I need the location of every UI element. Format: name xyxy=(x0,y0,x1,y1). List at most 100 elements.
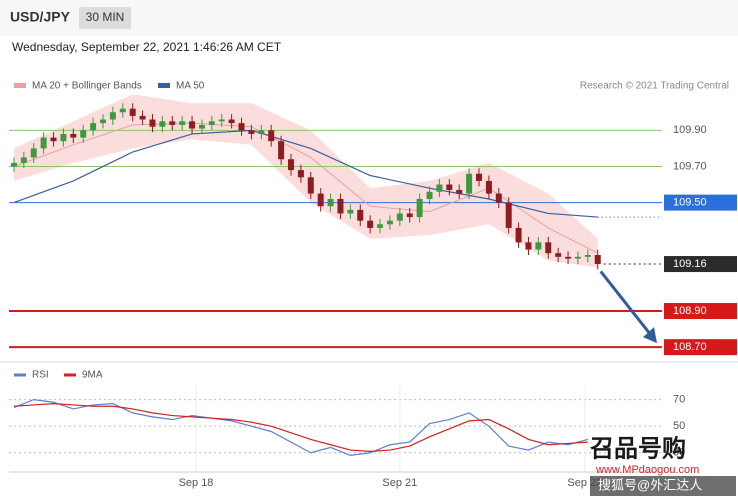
candle-body xyxy=(357,209,364,221)
candle-body xyxy=(555,253,562,257)
candle-body xyxy=(396,213,403,221)
watermark: 召品号购 www.MPdaogou.com 搜狐号@外汇达人 xyxy=(589,435,736,496)
y-tick-label: 30 xyxy=(673,447,685,459)
candle-body xyxy=(337,199,344,214)
candle-body xyxy=(208,121,215,125)
candle-body xyxy=(198,124,205,129)
x-tick-label: Sep 21 xyxy=(382,477,417,489)
candle-body xyxy=(485,180,492,194)
watermark-brand: 召品号购 xyxy=(589,435,686,462)
candle-body xyxy=(218,119,225,122)
bollinger-band xyxy=(13,94,598,268)
legend-label: MA 50 xyxy=(176,81,205,92)
candle-body xyxy=(545,242,552,254)
candle-body xyxy=(139,115,146,120)
y-tick-label: 70 xyxy=(673,394,685,406)
candle-body xyxy=(565,256,572,259)
candle-body xyxy=(307,177,314,194)
candle-body xyxy=(574,256,581,259)
x-tick-label: Sep 18 xyxy=(179,477,214,489)
level-label: 108.70 xyxy=(673,341,707,353)
level-label: 108.90 xyxy=(673,305,707,317)
candle-body xyxy=(505,202,512,228)
credit: Research © 2021 Trading Central xyxy=(580,81,729,92)
candle-body xyxy=(297,170,304,178)
watermark-account: 搜狐号@外汇达人 xyxy=(598,477,702,492)
level-box xyxy=(664,194,737,211)
legend-label: 9MA xyxy=(82,370,103,381)
legend-swatch xyxy=(158,83,170,88)
candle-body xyxy=(456,189,463,194)
candle-body xyxy=(386,220,393,225)
rsi-line xyxy=(13,402,588,453)
candle-body xyxy=(466,173,473,194)
candle-body xyxy=(476,173,482,181)
level-box xyxy=(664,303,737,320)
candle-body xyxy=(20,157,27,163)
candle-body xyxy=(228,119,235,124)
level-label: 109.50 xyxy=(673,197,707,209)
candle-body xyxy=(109,112,116,120)
timeframe[interactable]: 30 MIN xyxy=(86,10,125,24)
candle-body xyxy=(288,159,294,171)
candle-body xyxy=(179,121,186,125)
candle-body xyxy=(159,121,166,127)
candle-body xyxy=(446,184,453,190)
candle-body xyxy=(268,130,275,142)
y-tick-label: 50 xyxy=(673,420,685,432)
candle-body xyxy=(50,137,57,142)
candle-body xyxy=(238,123,245,131)
candle-body xyxy=(347,209,354,214)
candle-body xyxy=(495,193,502,203)
candle-body xyxy=(515,227,522,243)
candle-body xyxy=(80,130,87,138)
candle-body xyxy=(426,191,433,199)
level-label: 109.16 xyxy=(673,258,707,270)
candle-body xyxy=(278,141,285,160)
candle-body xyxy=(258,130,265,134)
candle-body xyxy=(100,119,106,124)
candle-body xyxy=(594,255,601,265)
candle-body xyxy=(327,199,334,207)
candle-body xyxy=(525,242,532,250)
level-box xyxy=(664,339,737,356)
legend-label: MA 20 + Bollinger Bands xyxy=(32,81,142,92)
candle-body xyxy=(189,121,196,129)
legend-swatch xyxy=(14,83,26,88)
symbol: USD/JPY xyxy=(10,9,71,25)
candle-body xyxy=(119,108,126,113)
candle-body xyxy=(129,108,136,116)
candle-body xyxy=(60,133,67,142)
candle-body xyxy=(90,123,97,131)
candle-body xyxy=(30,148,37,158)
candle-body xyxy=(149,119,156,127)
candle-body xyxy=(377,224,384,228)
timeframe-box[interactable] xyxy=(79,7,131,29)
candle-body xyxy=(367,220,374,228)
candle-body xyxy=(40,137,47,149)
candle-body xyxy=(406,213,413,218)
candle-body xyxy=(584,255,591,257)
watermark-url: www.MPdaogou.com xyxy=(595,464,699,476)
candle-body xyxy=(416,199,423,218)
timestamp: Wednesday, September 22, 2021 1:46:26 AM… xyxy=(12,40,282,54)
watermark-bg xyxy=(590,476,736,496)
level-label: 109.70 xyxy=(673,160,707,172)
level-box xyxy=(664,256,737,273)
candle-body xyxy=(317,193,324,207)
rsi-line xyxy=(13,398,588,457)
candle-body xyxy=(248,130,255,134)
candle-body xyxy=(535,242,542,250)
forecast-arrow xyxy=(599,270,653,337)
candle-body xyxy=(169,121,176,125)
candle-body xyxy=(10,162,17,167)
forecast-arrowhead xyxy=(643,327,657,344)
legend-label: RSI xyxy=(32,370,49,381)
candle-body xyxy=(436,184,443,192)
candle-body xyxy=(70,133,77,138)
price-panel: MA 20 + Bollinger Bands MA 50 109.90 109.70… xyxy=(9,81,737,356)
level-label: 109.90 xyxy=(673,124,707,136)
